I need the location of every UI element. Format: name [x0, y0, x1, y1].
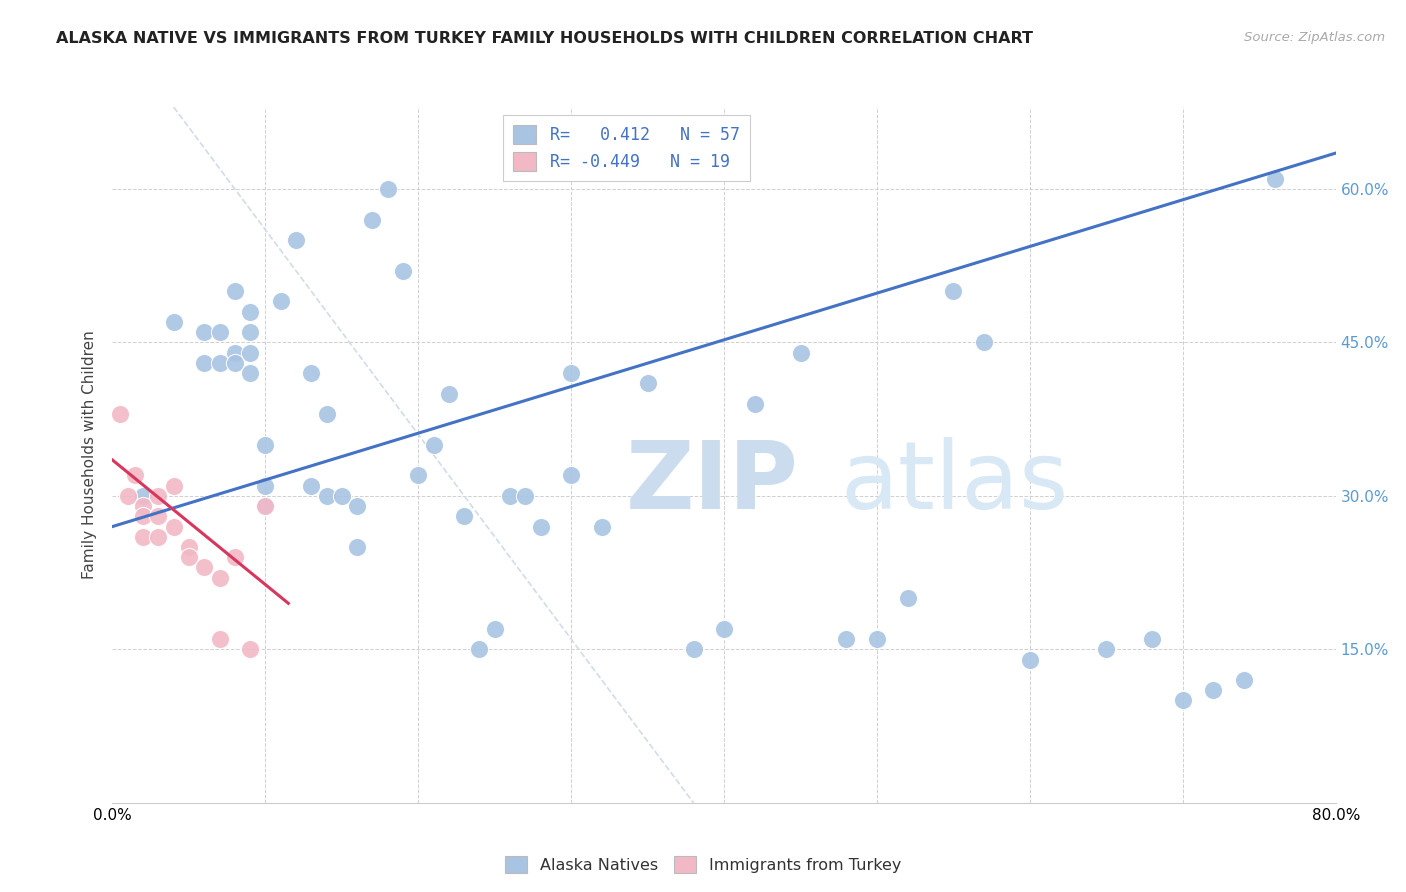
Point	[530, 519, 553, 533]
Point	[163, 519, 186, 533]
Point	[315, 489, 337, 503]
Point	[789, 345, 811, 359]
Point	[193, 325, 215, 339]
Point	[1018, 652, 1040, 666]
Point	[422, 438, 444, 452]
Point	[224, 550, 246, 565]
Point	[682, 642, 704, 657]
Point	[239, 642, 262, 657]
Point	[499, 489, 522, 503]
Point	[973, 335, 995, 350]
Point	[560, 468, 582, 483]
Point	[148, 489, 170, 503]
Point	[163, 315, 186, 329]
Point	[108, 407, 131, 421]
Point	[315, 407, 337, 421]
Point	[392, 264, 415, 278]
Point	[1233, 673, 1256, 687]
Point	[1264, 171, 1286, 186]
Point	[239, 366, 262, 380]
Point	[239, 325, 262, 339]
Text: atlas: atlas	[841, 437, 1069, 529]
Text: ZIP: ZIP	[626, 437, 799, 529]
Point	[835, 632, 858, 646]
Point	[713, 622, 735, 636]
Legend: R=   0.412   N = 57, R= -0.449   N = 19: R= 0.412 N = 57, R= -0.449 N = 19	[503, 115, 749, 181]
Point	[284, 233, 308, 247]
Point	[270, 294, 292, 309]
Point	[897, 591, 920, 606]
Text: Source: ZipAtlas.com: Source: ZipAtlas.com	[1244, 31, 1385, 45]
Point	[208, 325, 231, 339]
Point	[468, 642, 491, 657]
Point	[132, 509, 155, 524]
Point	[408, 468, 430, 483]
Point	[1142, 632, 1164, 646]
Point	[1202, 683, 1225, 698]
Point	[591, 519, 613, 533]
Point	[744, 397, 766, 411]
Point	[224, 345, 246, 359]
Point	[132, 530, 155, 544]
Text: ALASKA NATIVE VS IMMIGRANTS FROM TURKEY FAMILY HOUSEHOLDS WITH CHILDREN CORRELAT: ALASKA NATIVE VS IMMIGRANTS FROM TURKEY …	[56, 31, 1033, 46]
Point	[453, 509, 475, 524]
Point	[377, 182, 399, 196]
Point	[484, 622, 506, 636]
Point	[942, 284, 965, 298]
Point	[866, 632, 889, 646]
Point	[239, 345, 262, 359]
Point	[208, 632, 231, 646]
Point	[1171, 693, 1194, 707]
Point	[177, 550, 200, 565]
Point	[346, 540, 368, 554]
Point	[346, 499, 368, 513]
Point	[148, 509, 170, 524]
Point	[361, 212, 384, 227]
Point	[132, 489, 155, 503]
Point	[193, 560, 215, 574]
Point	[239, 304, 262, 318]
Point	[1095, 642, 1118, 657]
Point	[208, 356, 231, 370]
Point	[193, 356, 215, 370]
Point	[124, 468, 146, 483]
Point	[254, 478, 277, 492]
Point	[254, 438, 277, 452]
Y-axis label: Family Households with Children: Family Households with Children	[82, 331, 97, 579]
Point	[515, 489, 537, 503]
Point	[637, 376, 659, 391]
Point	[254, 499, 277, 513]
Point	[224, 356, 246, 370]
Point	[208, 571, 231, 585]
Point	[224, 284, 246, 298]
Point	[254, 499, 277, 513]
Point	[560, 366, 582, 380]
Point	[132, 499, 155, 513]
Point	[163, 478, 186, 492]
Point	[117, 489, 139, 503]
Point	[177, 540, 200, 554]
Legend: Alaska Natives, Immigrants from Turkey: Alaska Natives, Immigrants from Turkey	[498, 849, 908, 880]
Point	[299, 366, 322, 380]
Point	[148, 530, 170, 544]
Point	[330, 489, 353, 503]
Point	[437, 386, 460, 401]
Point	[299, 478, 322, 492]
